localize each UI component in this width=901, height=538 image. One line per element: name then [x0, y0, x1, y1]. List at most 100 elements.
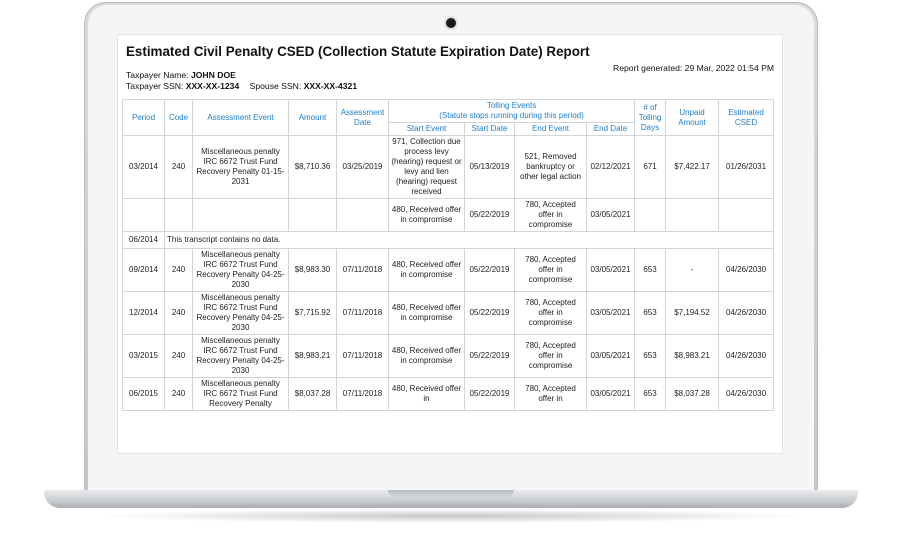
cell-unpaid-amount: $7,194.52	[665, 291, 720, 335]
report-generated-timestamp: Report generated: 29 Mar, 2022 01:54 PM	[613, 63, 774, 73]
cell-start-event: 480, Received offer in compromise	[388, 248, 465, 292]
cell-period: 09/2014	[122, 248, 165, 292]
tolling-events-subtitle: (Statute stops running during this perio…	[439, 111, 584, 120]
cell-unpaid-amount: -	[665, 248, 720, 292]
report-title: Estimated Civil Penalty CSED (Collection…	[126, 44, 590, 59]
col-header-assessment-date: Assessment Date	[336, 99, 389, 136]
table-row: 06/2015 240 Miscellaneous penalty IRC 66…	[122, 377, 775, 411]
cell-start-date: 05/22/2019	[464, 334, 515, 378]
col-header-period: Period	[122, 99, 165, 136]
cell-assessment-date: 07/11/2018	[336, 334, 389, 378]
cell-period: 03/2015	[122, 334, 165, 378]
cell-period	[122, 198, 165, 232]
cell-start-event: 971, Collection due process levy (hearin…	[388, 135, 465, 199]
cell-period: 03/2014	[122, 135, 165, 199]
cell-assessment-date: 03/25/2019	[336, 135, 389, 199]
taxpayer-name-line: Taxpayer Name: JOHN DOE	[126, 70, 236, 80]
col-header-start-event: Start Event	[388, 122, 465, 136]
cell-code: 240	[164, 135, 193, 199]
cell-end-date: 03/05/2021	[585, 198, 636, 232]
table-subheader-row: Start Event Start Date End Event End Dat…	[123, 122, 774, 136]
cell-code: 240	[164, 291, 193, 335]
cell-start-date: 05/22/2019	[464, 377, 515, 411]
cell-tolling-days: 653	[634, 248, 667, 292]
cell-unpaid-amount	[665, 198, 720, 232]
cell-unpaid-amount: $7,422.17	[665, 135, 720, 199]
cell-start-event: 480, Received offer in	[388, 377, 465, 411]
cell-amount: $7,715.92	[288, 291, 337, 335]
taxpayer-name-value: JOHN DOE	[190, 70, 236, 80]
table-row-no-data: 06/2014 This transcript contains no data…	[122, 231, 775, 249]
cell-estimated-csed: 04/26/2030	[718, 334, 775, 378]
csed-table: Period Code Assessment Event Amount Asse…	[122, 99, 775, 411]
cell-end-event: 780, Accepted offer in compromise	[514, 198, 587, 232]
cell-assessment-date: 07/11/2018	[336, 291, 389, 335]
cell-estimated-csed: 01/26/2031	[718, 135, 775, 199]
table-row: 480, Received offer in compromise 05/22/…	[122, 198, 775, 232]
col-header-unpaid-amount: Unpaid Amount	[665, 99, 720, 136]
col-header-amount: Amount	[288, 99, 337, 136]
cell-estimated-csed: 04/26/2030	[718, 291, 775, 335]
cell-assessment-event: Miscellaneous penalty IRC 6672 Trust Fun…	[192, 291, 289, 335]
cell-assessment-event: Miscellaneous penalty IRC 6672 Trust Fun…	[192, 248, 289, 292]
cell-assessment-event: Miscellaneous penalty IRC 6672 Trust Fun…	[192, 135, 289, 199]
cell-end-event: 780, Accepted offer in compromise	[514, 291, 587, 335]
cell-end-date: 02/12/2021	[585, 135, 636, 199]
cell-end-event: 780, Accepted offer in compromise	[514, 334, 587, 378]
laptop-base	[44, 490, 858, 508]
cell-amount: $8,983.21	[288, 334, 337, 378]
table-header-row: Period Code Assessment Event Amount Asse…	[122, 99, 775, 136]
cell-assessment-event: Miscellaneous penalty IRC 6672 Trust Fun…	[192, 334, 289, 378]
cell-end-event: 780, Accepted offer in	[514, 377, 587, 411]
cell-assessment-date: 07/11/2018	[336, 248, 389, 292]
cell-code: 240	[164, 248, 193, 292]
col-header-start-date: Start Date	[464, 122, 515, 136]
col-header-end-event: End Event	[514, 122, 587, 136]
cell-estimated-csed: 04/26/2030	[718, 377, 775, 411]
taxpayer-ssn-label: Taxpayer SSN:	[126, 81, 184, 91]
taxpayer-name-label: Taxpayer Name:	[126, 70, 189, 80]
cell-end-date: 03/05/2021	[585, 377, 636, 411]
cell-end-date: 03/05/2021	[585, 248, 636, 292]
cell-tolling-days	[634, 198, 667, 232]
cell-start-date: 05/22/2019	[464, 248, 515, 292]
cell-no-data-message: This transcript contains no data.	[163, 231, 775, 249]
cell-code: 240	[164, 334, 193, 378]
cell-period: 06/2014	[122, 231, 165, 249]
cell-end-event: 521, Removed bankruptcy or other legal a…	[514, 135, 587, 199]
cell-tolling-days: 671	[634, 135, 667, 199]
cell-code	[164, 198, 193, 232]
table-row: 03/2015 240 Miscellaneous penalty IRC 66…	[122, 334, 775, 378]
laptop-shadow	[90, 509, 812, 523]
taxpayer-ssn-value: XXX-XX-1234	[185, 81, 240, 91]
cell-period: 06/2015	[122, 377, 165, 411]
table-row: 09/2014 240 Miscellaneous penalty IRC 66…	[122, 248, 775, 292]
cell-amount: $8,037.28	[288, 377, 337, 411]
cell-start-date: 05/22/2019	[464, 291, 515, 335]
cell-tolling-days: 653	[634, 377, 667, 411]
camera-icon	[446, 18, 456, 28]
taxpayer-ssn-line: Taxpayer SSN: XXX-XX-1234 Spouse SSN: XX…	[126, 81, 357, 91]
cell-period: 12/2014	[122, 291, 165, 335]
cell-end-event: 780, Accepted offer in compromise	[514, 248, 587, 292]
cell-start-event: 480, Received offer in compromise	[388, 291, 465, 335]
cell-assessment-date	[336, 198, 389, 232]
cell-end-date: 03/05/2021	[585, 291, 636, 335]
cell-estimated-csed	[718, 198, 775, 232]
table-row: 03/2014 240 Miscellaneous penalty IRC 66…	[122, 135, 775, 199]
laptop-screen: Estimated Civil Penalty CSED (Collection…	[117, 34, 783, 454]
cell-amount: $8,983.30	[288, 248, 337, 292]
cell-assessment-date: 07/11/2018	[336, 377, 389, 411]
table-row: 12/2014 240 Miscellaneous penalty IRC 66…	[122, 291, 775, 335]
cell-assessment-event: Miscellaneous penalty IRC 6672 Trust Fun…	[192, 377, 289, 411]
cell-amount: $8,710.36	[288, 135, 337, 199]
spouse-ssn-value: XXX-XX-4321	[303, 81, 358, 91]
col-header-assessment-event: Assessment Event	[192, 99, 289, 136]
cell-start-event: 480, Received offer in compromise	[388, 334, 465, 378]
cell-amount	[288, 198, 337, 232]
cell-assessment-event	[192, 198, 289, 232]
spouse-ssn-label: Spouse SSN:	[249, 81, 302, 91]
col-header-tolling-days: # of Tolling Days	[634, 99, 667, 136]
cell-tolling-days: 653	[634, 334, 667, 378]
cell-unpaid-amount: $8,037.28	[665, 377, 720, 411]
